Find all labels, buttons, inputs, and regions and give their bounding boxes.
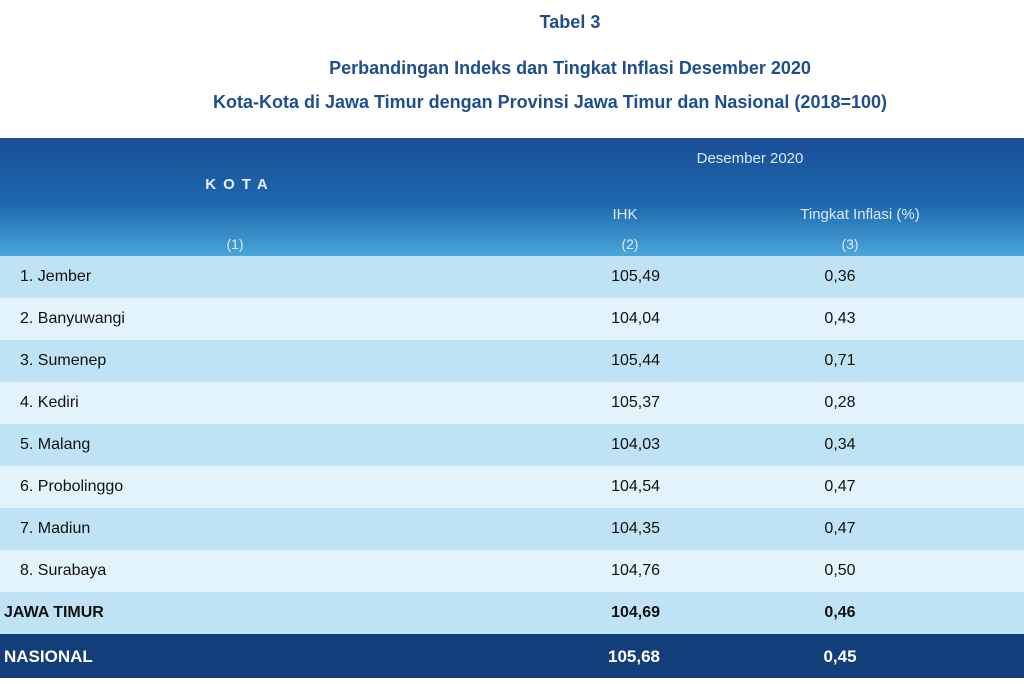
table-header: KOTA Desember 2020 IHK Tingkat Inflasi (…	[0, 138, 1024, 256]
city-name: 3. Sumenep	[20, 352, 107, 369]
province-row-jawa-timur: JAWA TIMUR 104,69 0,46	[0, 592, 1024, 634]
table-row: 7. Madiun 104,35 0,47	[0, 508, 1024, 550]
city-name: 6. Probolinggo	[20, 478, 124, 495]
ihk-value: 104,03	[611, 436, 660, 453]
city-name: 4. Kediri	[20, 394, 79, 411]
table-title-line2: Kota-Kota di Jawa Timur dengan Provinsi …	[212, 92, 888, 112]
table-title-line1: Perbandingan Indeks dan Tingkat Inflasi …	[329, 58, 811, 78]
table-row: 4. Kediri 105,37 0,28	[0, 382, 1024, 424]
table-label: Tabel 3	[539, 12, 601, 32]
ihk-value: 105,37	[611, 394, 660, 411]
inflation-value: 0,43	[824, 310, 856, 327]
national-name: NASIONAL	[4, 647, 93, 666]
inflation-value: 0,50	[824, 562, 856, 579]
ihk-value: 104,54	[611, 478, 660, 495]
inflation-value: 0,46	[824, 604, 856, 621]
ihk-value: 104,04	[611, 310, 660, 327]
header-period: Desember 2020	[696, 150, 804, 167]
ihk-value: 105,44	[611, 352, 660, 369]
table-row: 8. Surabaya 104,76 0,50	[0, 550, 1024, 592]
city-name: 7. Madiun	[20, 520, 91, 537]
table-row: 3. Sumenep 105,44 0,71	[0, 340, 1024, 382]
header-col-number-1: (1)	[226, 236, 244, 252]
table-row: 1. Jember 105,49 0,36	[0, 256, 1024, 298]
inflation-table: KOTA Desember 2020 IHK Tingkat Inflasi (…	[0, 138, 1024, 684]
header-col-number-2: (2)	[621, 236, 639, 252]
ihk-value: 105,49	[611, 268, 660, 285]
ihk-value: 104,76	[611, 562, 660, 579]
ihk-value: 104,35	[611, 520, 660, 537]
city-name: 8. Surabaya	[20, 562, 107, 579]
inflation-value: 0,47	[824, 520, 856, 537]
ihk-value: 105,68	[608, 647, 660, 666]
inflation-value: 0,28	[824, 394, 856, 411]
city-name: 5. Malang	[20, 436, 91, 453]
inflation-value: 0,36	[824, 268, 856, 285]
header-inflation: Tingkat Inflasi (%)	[800, 206, 920, 223]
inflation-value: 0,34	[824, 436, 856, 453]
inflation-value: 0,45	[823, 647, 857, 666]
table-row: 2. Banyuwangi 104,04 0,43	[0, 298, 1024, 340]
city-name: 1. Jember	[20, 268, 92, 285]
header-col-number-3: (3)	[841, 236, 859, 252]
table-row: 5. Malang 104,03 0,34	[0, 424, 1024, 466]
city-name: 2. Banyuwangi	[20, 310, 125, 327]
table-body: 1. Jember 105,49 0,36 2. Banyuwangi 104,…	[0, 256, 1024, 678]
inflation-value: 0,71	[824, 352, 856, 369]
ihk-value: 104,69	[611, 604, 660, 621]
national-row: NASIONAL 105,68 0,45	[0, 634, 1024, 678]
province-name: JAWA TIMUR	[4, 604, 104, 621]
table-row: 6. Probolinggo 104,54 0,47	[0, 466, 1024, 508]
header-ihk: IHK	[612, 206, 638, 223]
header-kota: KOTA	[205, 176, 275, 193]
inflation-value: 0,47	[824, 478, 856, 495]
